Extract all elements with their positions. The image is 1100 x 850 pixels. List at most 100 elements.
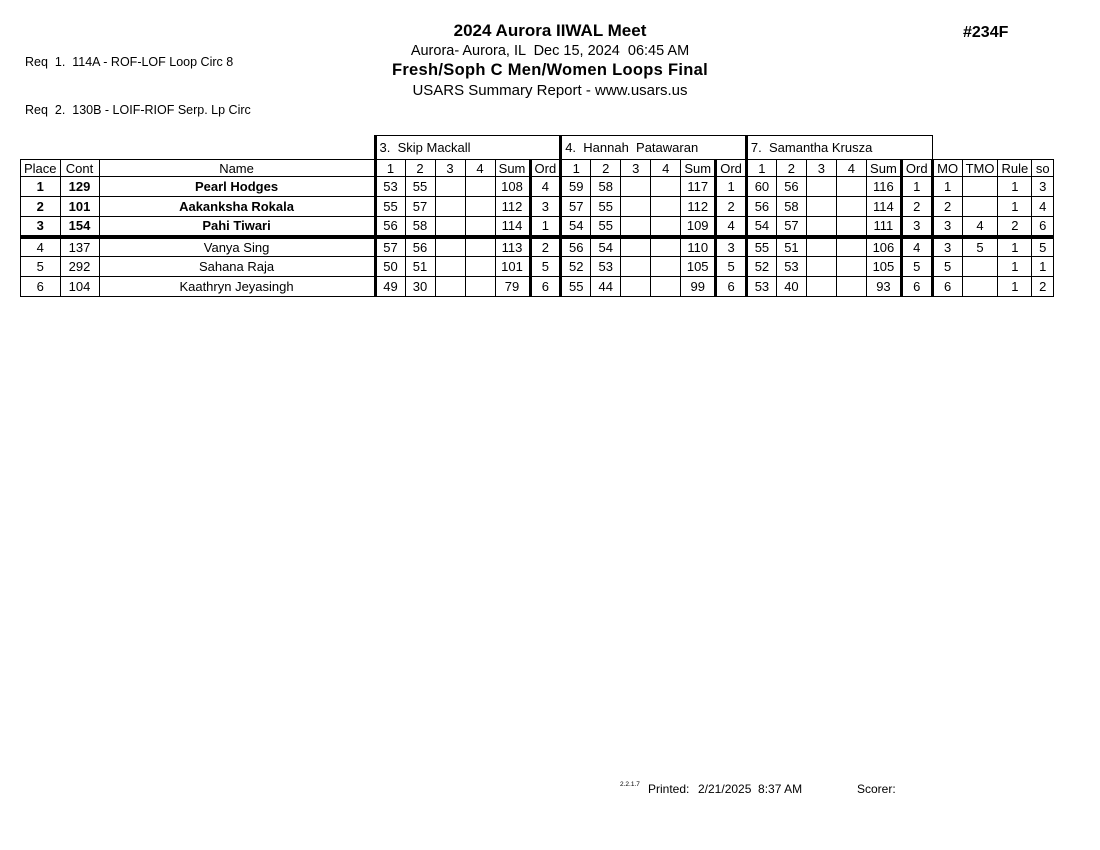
score-cell: 56	[775, 176, 807, 197]
ordinal-cell: 1	[899, 176, 934, 197]
report-title-block: 2024 Aurora IIWAL Meet Aurora- Aurora, I…	[0, 20, 1100, 101]
score-cell: 55	[744, 236, 777, 257]
rule-cell: 1	[997, 196, 1033, 217]
col-header-score3: 3	[620, 159, 652, 177]
score-cell	[650, 176, 682, 197]
sum-cell: 111	[865, 216, 902, 239]
event-number: #234F	[963, 24, 1009, 41]
score-cell: 57	[373, 236, 406, 257]
ordinal-cell: 6	[714, 276, 748, 297]
table-row: 5 292 Sahana Raja 50 51 101 5 52 53 105 5 52 53 105 5 5…	[20, 256, 1055, 277]
score-cell	[805, 276, 837, 297]
col-header-score1: 1	[559, 159, 592, 177]
score-cell	[650, 216, 682, 239]
sum-cell: 93	[865, 276, 902, 297]
place-cell: 6	[20, 276, 61, 297]
score-cell	[835, 256, 867, 277]
score-cell: 55	[590, 216, 622, 239]
place-cell: 4	[20, 236, 61, 257]
sum-cell: 108	[494, 176, 531, 197]
score-cell: 54	[744, 216, 777, 239]
score-cell	[805, 176, 837, 197]
so-cell: 4	[1031, 196, 1055, 217]
tmo-cell	[961, 196, 999, 217]
ordinal-cell: 2	[528, 236, 563, 257]
requirements-block: Req 1. 114A - ROF-LOF Loop Circ 8 Req 2.…	[25, 22, 251, 134]
sum-cell: 113	[494, 236, 531, 257]
score-cell	[620, 256, 652, 277]
meet-title: 2024 Aurora IIWAL Meet	[453, 21, 647, 40]
col-header-place: Place	[20, 159, 61, 177]
location-date-line: Aurora- Aurora, IL Dec 15, 2024 06:45 AM	[410, 42, 690, 59]
table-row: 3 154 Pahi Tiwari 56 58 114 1 54 55 109 4 54 57 111 3 3…	[20, 216, 1055, 239]
sum-cell: 114	[865, 196, 902, 217]
score-cell	[620, 216, 652, 239]
score-cell	[464, 196, 496, 217]
rule-cell: 1	[997, 256, 1033, 277]
page-footer: 2.2.1.7 Printed: 2/21/2025 8:37 AM Score…	[0, 779, 1100, 801]
report-type-line: USARS Summary Report - www.usars.us	[412, 82, 688, 100]
score-cell: 53	[775, 256, 807, 277]
score-cell	[835, 176, 867, 197]
col-header-name: Name	[98, 159, 376, 177]
score-cell: 55	[559, 276, 592, 297]
table-row: 2 101 Aakanksha Rokala 55 57 112 3 57 55 112 2 56 58…	[20, 196, 1055, 217]
rule-cell: 1	[997, 276, 1033, 297]
col-header-ord: Ord	[714, 159, 748, 177]
name-cell: Sahana Raja	[98, 256, 376, 277]
ordinal-cell: 3	[899, 216, 934, 239]
ordinal-cell: 3	[714, 236, 748, 257]
col-header-score2: 2	[590, 159, 622, 177]
place-cell: 5	[20, 256, 61, 277]
cont-cell: 129	[59, 176, 100, 197]
score-cell: 56	[559, 236, 592, 257]
name-cell: Kaathryn Jeyasingh	[98, 276, 376, 297]
score-cell: 58	[775, 196, 807, 217]
table-row: 6 104 Kaathryn Jeyasingh 49 30 79 6 55 44 99 6 53 40…	[20, 276, 1055, 297]
printed-timestamp: 2/21/2025 8:37 AM	[698, 782, 803, 796]
judge-2-header: 4. Hannah Patawaran	[559, 135, 747, 160]
score-cell: 54	[559, 216, 592, 239]
sum-cell: 105	[865, 256, 902, 277]
rule-cell: 1	[997, 176, 1033, 197]
score-cell: 58	[590, 176, 622, 197]
col-header-score3: 3	[805, 159, 837, 177]
mo-cell: 1	[930, 176, 963, 197]
scorer-label: Scorer:	[857, 782, 896, 796]
ordinal-cell: 4	[899, 236, 934, 257]
tmo-cell	[961, 256, 999, 277]
score-cell	[434, 276, 466, 297]
judge-1-header: 3. Skip Mackall	[373, 135, 562, 160]
table-row: 4 137 Vanya Sing 57 56 113 2 56 54 110 3 55 51 106 4 3 5…	[20, 236, 1055, 257]
col-header-ord: Ord	[899, 159, 934, 177]
sum-cell: 110	[680, 236, 717, 257]
score-cell: 59	[559, 176, 592, 197]
col-header-score1: 1	[373, 159, 406, 177]
column-header-row: Place Cont Name 1 2 3 4 Sum Ord 1 2 3 4 …	[20, 159, 1055, 177]
cont-cell: 292	[59, 256, 100, 277]
score-cell: 51	[404, 256, 436, 277]
score-cell: 49	[373, 276, 406, 297]
score-cell: 56	[744, 196, 777, 217]
mo-cell: 3	[930, 236, 963, 257]
col-header-ord: Ord	[528, 159, 563, 177]
score-cell: 51	[775, 236, 807, 257]
col-header-sum: Sum	[865, 159, 902, 177]
col-header-score3: 3	[434, 159, 466, 177]
cont-cell: 154	[59, 216, 100, 239]
sum-cell: 117	[680, 176, 717, 197]
score-cell: 44	[590, 276, 622, 297]
score-cell	[650, 236, 682, 257]
place-cell: 2	[20, 196, 61, 217]
col-header-score4: 4	[835, 159, 867, 177]
score-cell: 60	[744, 176, 777, 197]
ordinal-cell: 6	[899, 276, 934, 297]
score-cell: 30	[404, 276, 436, 297]
name-cell: Vanya Sing	[98, 236, 376, 257]
score-cell	[620, 196, 652, 217]
printed-label: Printed:	[648, 782, 690, 796]
score-cell	[650, 276, 682, 297]
score-cell: 53	[744, 276, 777, 297]
score-cell	[650, 256, 682, 277]
sum-cell: 112	[680, 196, 717, 217]
